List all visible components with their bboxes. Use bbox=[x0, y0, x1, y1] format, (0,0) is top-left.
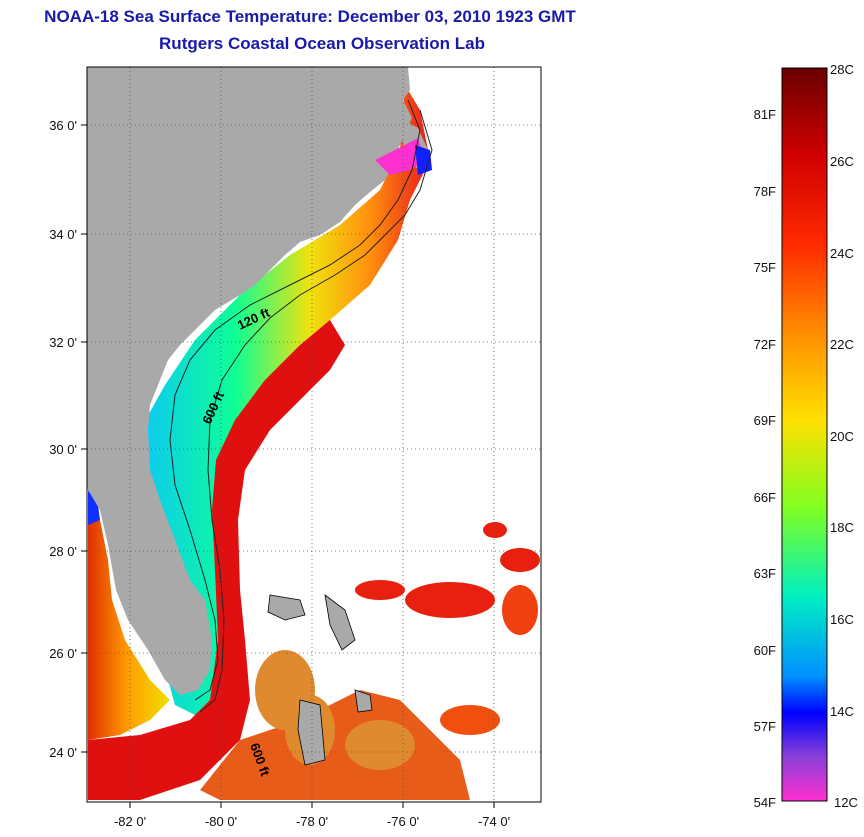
lat-label: 24 0' bbox=[49, 745, 77, 760]
colorbar-fahrenheit-labels: 81F 78F 75F 72F 69F 66F 63F 60F 57F 54F bbox=[754, 107, 776, 810]
fahrenheit-label: 72F bbox=[754, 337, 776, 352]
page-title: NOAA-18 Sea Surface Temperature: Decembe… bbox=[44, 7, 576, 26]
celsius-label: 18C bbox=[830, 520, 854, 535]
gulf-stream-south bbox=[200, 690, 470, 800]
celsius-label: 22C bbox=[830, 337, 854, 352]
land-mainland bbox=[87, 67, 412, 695]
lon-label: -74 0' bbox=[478, 814, 510, 829]
lon-labels: -82 0' -80 0' -78 0' -76 0' -74 0' bbox=[114, 814, 510, 829]
lon-label: -82 0' bbox=[114, 814, 146, 829]
lat-labels: 36 0' 34 0' 32 0' 30 0' 28 0' 26 0' 24 0… bbox=[49, 118, 77, 760]
celsius-label: 24C bbox=[830, 246, 854, 261]
fahrenheit-label: 60F bbox=[754, 643, 776, 658]
ticks bbox=[81, 124, 495, 808]
lat-label: 34 0' bbox=[49, 227, 77, 242]
colorbar bbox=[781, 67, 828, 802]
colorbar-celsius-labels: 28C 26C 24C 22C 20C 18C 16C 14C 12C bbox=[830, 62, 858, 810]
celsius-label: 26C bbox=[830, 154, 854, 169]
west-florida-water bbox=[88, 490, 170, 740]
fahrenheit-label: 81F bbox=[754, 107, 776, 122]
shelf-water bbox=[130, 85, 430, 720]
bahamas-islands bbox=[267, 594, 373, 766]
celsius-label: 16C bbox=[830, 612, 854, 627]
warm-patches bbox=[355, 522, 540, 735]
fahrenheit-label: 78F bbox=[754, 184, 776, 199]
fahrenheit-label: 57F bbox=[754, 719, 776, 734]
celsius-label: 20C bbox=[830, 429, 854, 444]
lon-label: -76 0' bbox=[387, 814, 419, 829]
fahrenheit-label: 54F bbox=[754, 795, 776, 810]
page-subtitle: Rutgers Coastal Ocean Observation Lab bbox=[159, 34, 485, 53]
lon-label: -78 0' bbox=[296, 814, 328, 829]
gulf-stream bbox=[88, 320, 345, 800]
lat-label: 36 0' bbox=[49, 118, 77, 133]
lat-label: 26 0' bbox=[49, 646, 77, 661]
celsius-label: 12C bbox=[834, 795, 858, 810]
lat-label: 30 0' bbox=[49, 442, 77, 457]
lat-label: 32 0' bbox=[49, 335, 77, 350]
graticule bbox=[87, 67, 541, 802]
isobaths bbox=[169, 99, 433, 713]
fahrenheit-label: 63F bbox=[754, 566, 776, 581]
celsius-label: 14C bbox=[830, 704, 854, 719]
fahrenheit-label: 66F bbox=[754, 490, 776, 505]
celsius-label: 28C bbox=[830, 62, 854, 77]
fahrenheit-label: 75F bbox=[754, 260, 776, 275]
lat-label: 28 0' bbox=[49, 544, 77, 559]
lon-label: -80 0' bbox=[205, 814, 237, 829]
map-frame bbox=[86, 66, 542, 803]
fahrenheit-label: 69F bbox=[754, 413, 776, 428]
